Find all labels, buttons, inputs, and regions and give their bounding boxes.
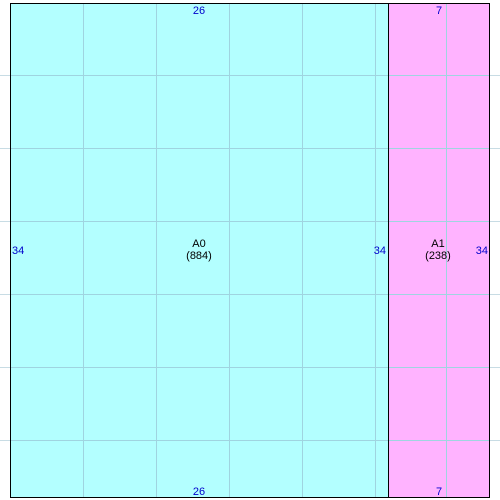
region-a0-bottom-width: 26 bbox=[193, 486, 205, 498]
region-a0 bbox=[10, 3, 389, 498]
region-a1-outline bbox=[388, 3, 490, 498]
region-a0-name: A0 bbox=[192, 238, 205, 250]
region-outlines bbox=[10, 3, 490, 498]
region-a0-left-height: 34 bbox=[12, 245, 24, 257]
region-a1-top-width: 7 bbox=[436, 5, 442, 17]
region-a0-area: (884) bbox=[186, 250, 212, 262]
region-grid bbox=[11, 4, 489, 497]
region-a1-name: A1 bbox=[431, 238, 444, 250]
region-a1 bbox=[388, 3, 490, 498]
region-a0-top-width: 26 bbox=[193, 5, 205, 17]
region-a1-right-height: 34 bbox=[476, 245, 488, 257]
region-a1-bottom-width: 7 bbox=[436, 486, 442, 498]
region-a1-area: (238) bbox=[425, 250, 451, 262]
background-grid bbox=[0, 75, 500, 441]
region-a0-right-height: 34 bbox=[374, 245, 386, 257]
